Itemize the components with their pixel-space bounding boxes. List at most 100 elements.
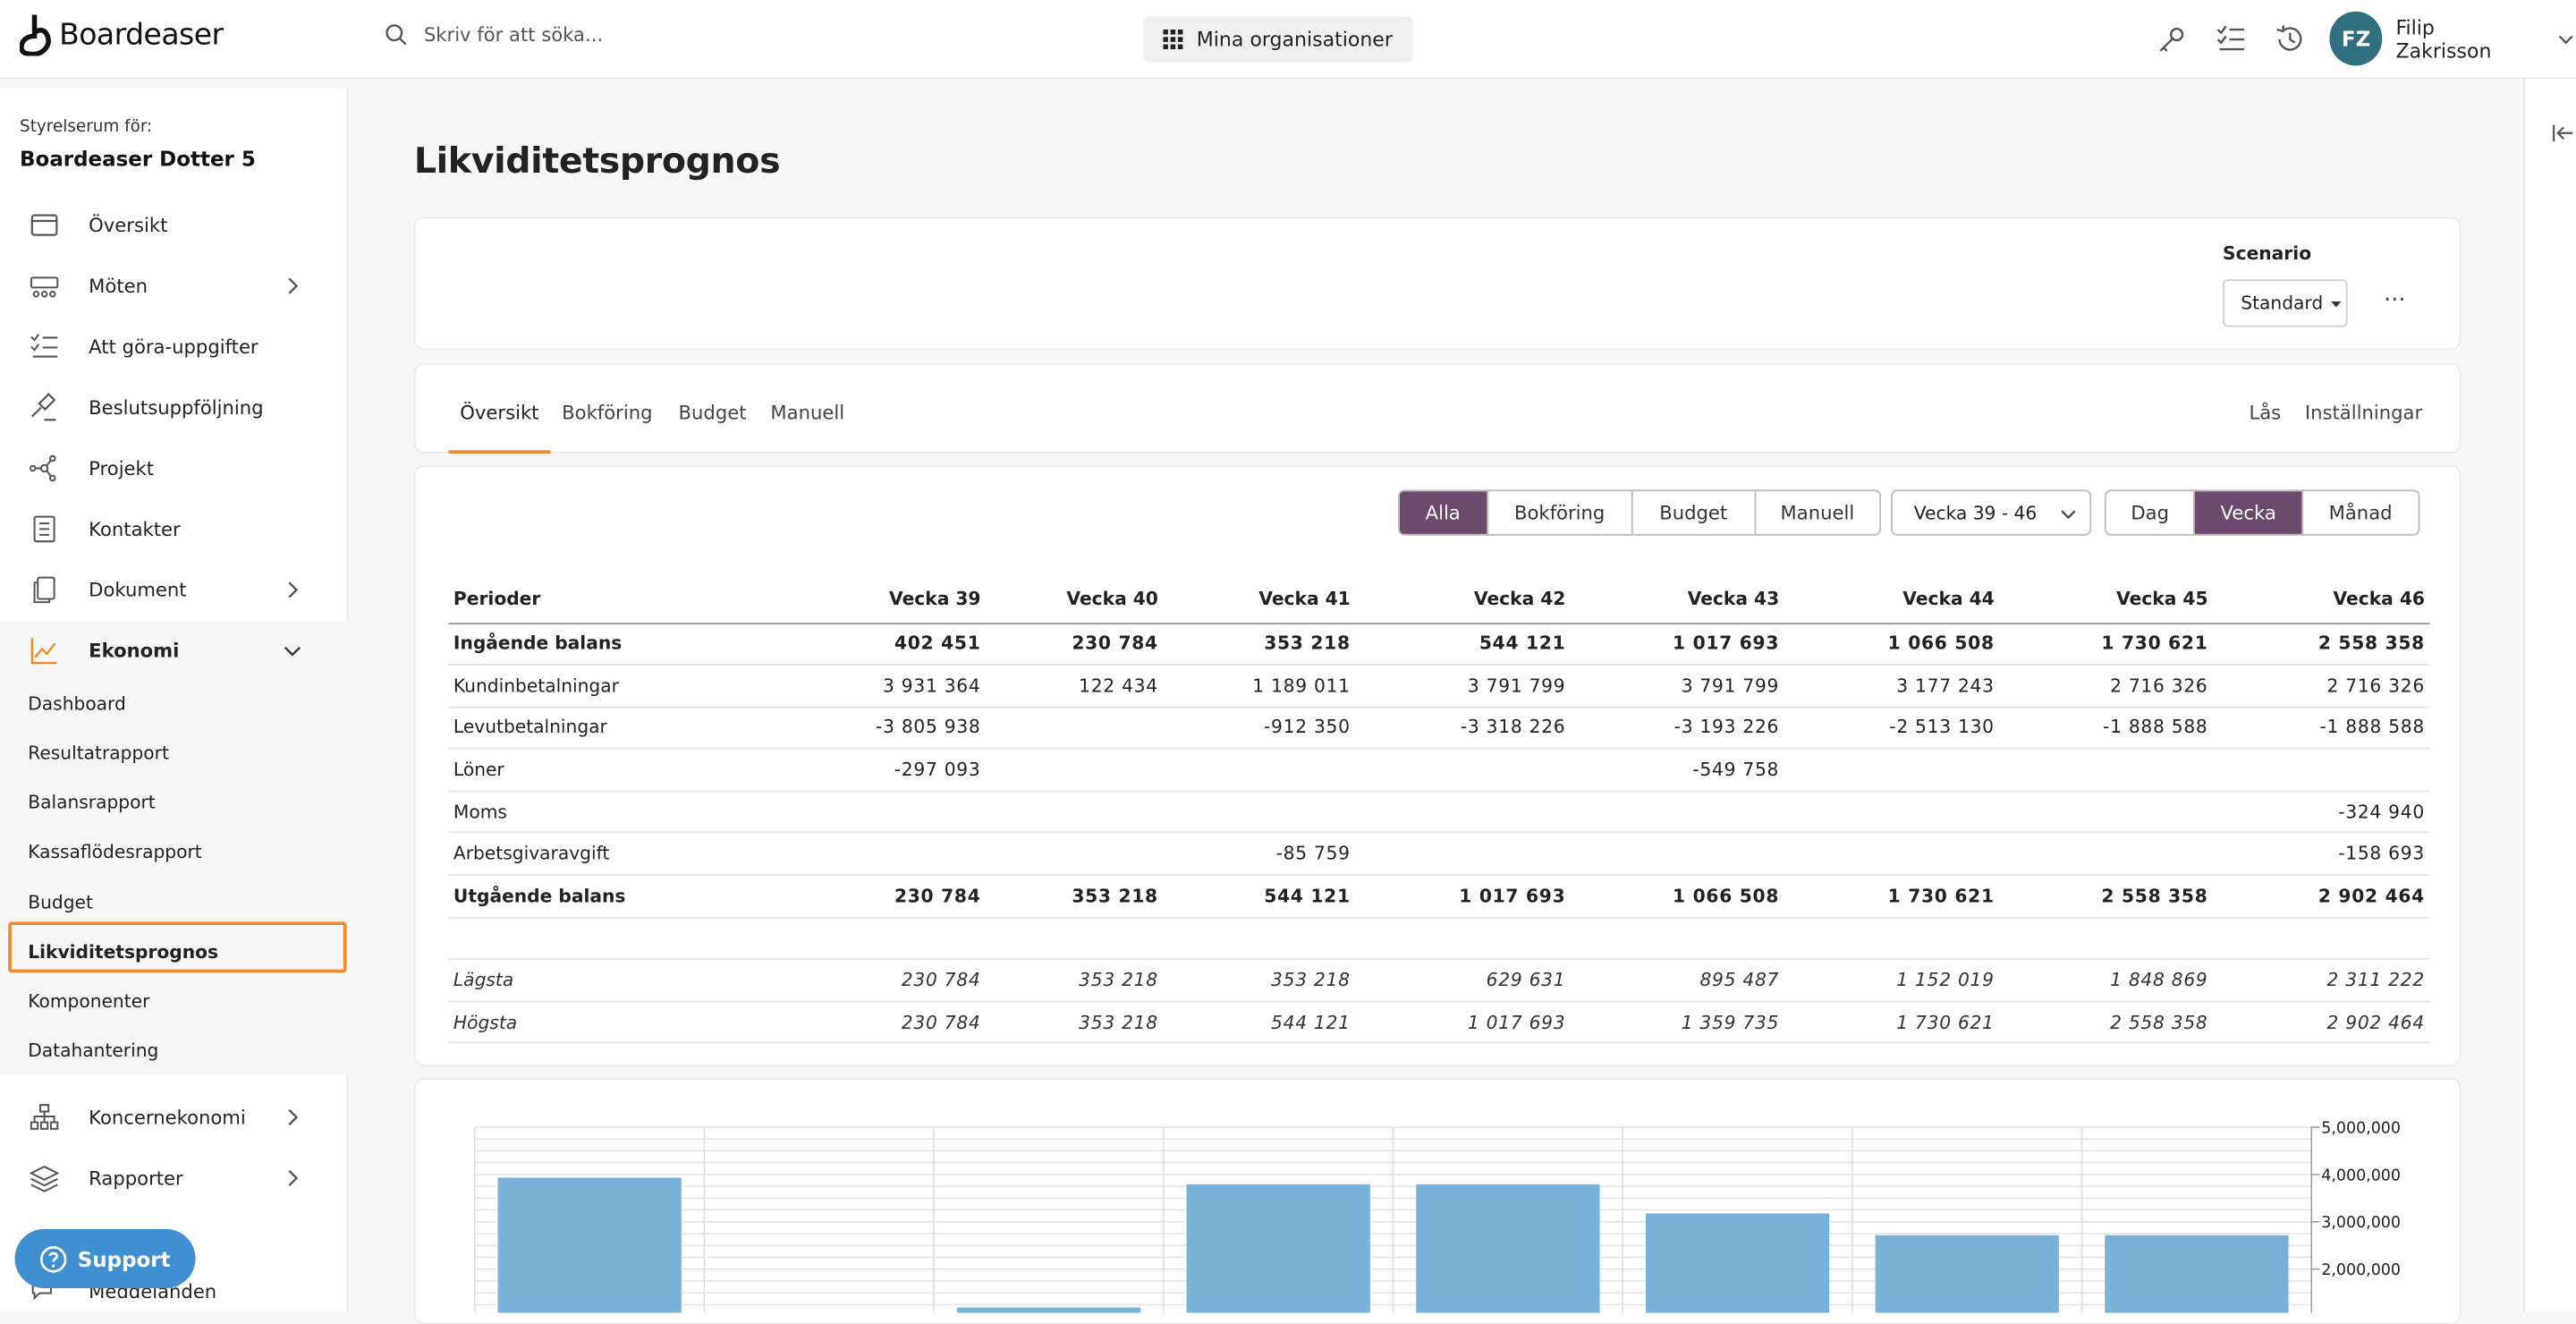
- subnav-balansrapport[interactable]: Balansrapport: [28, 792, 156, 814]
- subnav-datahantering[interactable]: Datahantering: [28, 1040, 159, 1062]
- subnav-likviditetsprognos[interactable]: Likviditetsprognos: [28, 941, 219, 963]
- tab-oversikt[interactable]: Översikt: [460, 401, 539, 424]
- table-cell: -912 350: [1163, 707, 1356, 751]
- chevron-right-icon: [283, 580, 302, 599]
- sidebar-item-oversikt[interactable]: Översikt: [0, 196, 348, 255]
- table-cell: 1 730 621: [1784, 874, 2000, 919]
- granularity-vecka[interactable]: Vecka: [2195, 491, 2303, 534]
- table-cell: [770, 833, 987, 877]
- filter-alla[interactable]: Alla: [1399, 491, 1488, 534]
- sidebar-item-projekt[interactable]: Projekt: [0, 438, 348, 497]
- table-cell: -3 193 226: [1570, 707, 1784, 751]
- top-icons: [2156, 23, 2307, 56]
- row-label: Kundinbetalningar: [448, 665, 771, 709]
- search-bar[interactable]: Skriv för att söka...: [385, 22, 604, 47]
- more-options-button[interactable]: ···: [2384, 287, 2406, 314]
- sidebar-item-label: Ekonomi: [89, 639, 180, 663]
- filter-manuell[interactable]: Manuell: [1780, 501, 1855, 524]
- scenario-label: Scenario: [2223, 242, 2312, 265]
- table-cell: 353 218: [986, 1001, 1164, 1045]
- table-cell: 1 730 621: [1784, 1001, 2000, 1045]
- sidebar-item-att-gora[interactable]: Att göra-uppgifter: [0, 317, 348, 376]
- week-range-select[interactable]: Vecka 39 - 46: [1891, 489, 2092, 536]
- subnav-dashboard[interactable]: Dashboard: [28, 693, 126, 715]
- top-bar: Boardeaser Skriv för att söka... Mina or…: [0, 0, 2576, 80]
- chevron-right-icon: [283, 1108, 302, 1127]
- sidebar-item-kontakter[interactable]: Kontakter: [0, 499, 348, 558]
- forecast-chart-card: 5,000,000 4,000,000 3,000,000 2,000,000: [413, 1077, 2462, 1324]
- subnav-kassaflodesrapport[interactable]: Kassaflödesrapport: [28, 841, 202, 863]
- sidebar-item-label: Möten: [89, 274, 148, 298]
- active-item-highlight: [8, 921, 347, 973]
- sidebar-item-beslut[interactable]: Beslutsuppföljning: [0, 378, 348, 437]
- user-menu[interactable]: FZ Filip Zakrisson: [2329, 11, 2576, 66]
- subnav-budget[interactable]: Budget: [28, 892, 93, 914]
- table-cell: 230 784: [986, 623, 1164, 666]
- brand-logo[interactable]: Boardeaser: [20, 13, 224, 56]
- sidebar-item-moten[interactable]: Möten: [0, 257, 348, 316]
- table-cell: 353 218: [1163, 623, 1356, 666]
- table-cell: [770, 917, 987, 961]
- help-circle-icon: [40, 1244, 68, 1272]
- table-cell: 353 218: [1163, 959, 1356, 1003]
- filter-bokforing[interactable]: Bokföring: [1487, 491, 1633, 534]
- table-cell: [1999, 791, 2214, 835]
- key-icon[interactable]: [2156, 23, 2189, 56]
- collapse-panel-icon[interactable]: [2551, 122, 2574, 145]
- scenario-value: Standard: [2241, 292, 2324, 314]
- tab-manuell[interactable]: Manuell: [770, 401, 845, 424]
- sidebar-item-ekonomi[interactable]: Ekonomi: [0, 621, 349, 681]
- table-cell: -324 940: [2213, 791, 2430, 835]
- sidebar-item-rapporter[interactable]: Rapporter: [0, 1149, 348, 1208]
- sidebar-item-label: Projekt: [89, 456, 155, 480]
- settings-button[interactable]: Inställningar: [2304, 401, 2423, 424]
- history-icon[interactable]: [2274, 23, 2307, 56]
- tab-bokforing[interactable]: Bokföring: [562, 401, 653, 424]
- table-cell: [1999, 833, 2214, 877]
- column-header: Vecka 40: [986, 574, 1164, 624]
- table-cell: [986, 917, 1164, 961]
- tab-budget[interactable]: Budget: [678, 401, 747, 424]
- table-cell: 230 784: [770, 1001, 987, 1045]
- column-header: Perioder: [448, 574, 771, 624]
- table-cell: [1784, 833, 2000, 877]
- scenario-select[interactable]: Standard: [2223, 279, 2348, 327]
- sidebar-item-label: Att göra-uppgifter: [89, 335, 258, 359]
- support-button[interactable]: Support: [14, 1228, 196, 1288]
- table-cell: 629 631: [1355, 959, 1571, 1003]
- table-cell: 544 121: [1355, 623, 1571, 666]
- table-cell: 544 121: [1163, 1001, 1356, 1045]
- row-label: Arbetsgivaravgift: [448, 833, 771, 877]
- table-cell: 2 558 358: [1999, 1001, 2214, 1045]
- my-organizations-button[interactable]: Mina organisationer: [1143, 16, 1413, 63]
- row-label: Ingående balans: [448, 623, 771, 666]
- sidebar-item-dokument[interactable]: Dokument: [0, 560, 348, 619]
- grid-icon: [1163, 30, 1184, 50]
- lock-button[interactable]: Lås: [2249, 401, 2282, 424]
- table-cell: [1999, 917, 2214, 961]
- sidebar-item-koncernekonomi[interactable]: Koncernekonomi: [0, 1088, 348, 1147]
- chevron-down-icon: [283, 641, 302, 660]
- table-cell: 2 902 464: [2213, 874, 2430, 919]
- chart-bar: [1875, 1235, 2059, 1313]
- browser-window-icon: [30, 210, 59, 240]
- chevron-right-icon: [283, 276, 302, 296]
- search-input[interactable]: Skriv för att söka...: [423, 22, 604, 47]
- chart-bar: [1186, 1184, 1370, 1313]
- org-chart-icon: [30, 1102, 59, 1132]
- forecast-table: Perioder Vecka 39 Vecka 40 Vecka 41 Vecka 42…: [448, 574, 2430, 1045]
- table-cell: 2 311 222: [2213, 959, 2430, 1003]
- checklist-icon: [30, 332, 59, 361]
- granularity-dag[interactable]: Dag: [2106, 491, 2196, 534]
- checklist-icon[interactable]: [2215, 23, 2248, 56]
- table-cell: 1 848 869: [1999, 959, 2214, 1003]
- table-cell: [1784, 917, 2000, 961]
- subnav-resultatrapport[interactable]: Resultatrapport: [28, 743, 169, 765]
- meeting-icon: [30, 271, 59, 301]
- subnav-komponenter[interactable]: Komponenter: [28, 990, 150, 1013]
- table-row: Ingående balans 402 451 230 784 353 218 544 …: [448, 623, 2430, 666]
- granularity-manad[interactable]: Månad: [2328, 501, 2393, 524]
- active-tab-indicator: [448, 450, 551, 454]
- table-cell: [986, 833, 1164, 877]
- filter-budget[interactable]: Budget: [1633, 491, 1756, 534]
